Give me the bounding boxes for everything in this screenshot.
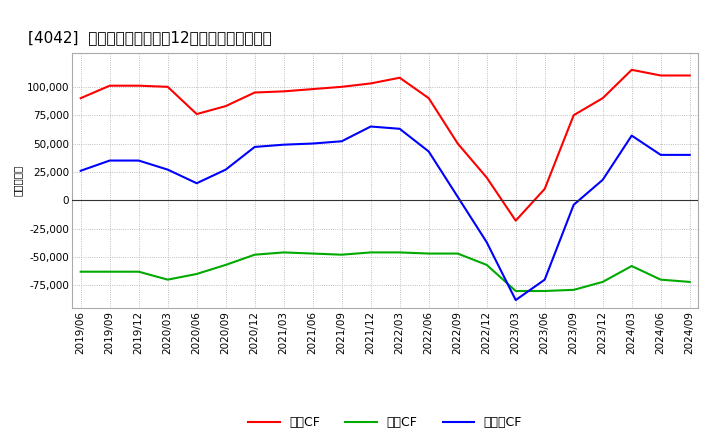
投資CF xyxy=(76,269,85,275)
フリーCF xyxy=(657,152,665,158)
フリーCF xyxy=(279,142,288,147)
営業CF xyxy=(454,141,462,146)
フリーCF xyxy=(570,202,578,207)
Y-axis label: （百万円）: （百万円） xyxy=(12,165,22,196)
フリーCF xyxy=(76,168,85,173)
フリーCF xyxy=(308,141,317,146)
投資CF xyxy=(685,279,694,285)
営業CF xyxy=(482,175,491,180)
営業CF xyxy=(192,111,201,117)
フリーCF xyxy=(598,177,607,183)
投資CF xyxy=(511,288,520,293)
投資CF xyxy=(192,271,201,277)
フリーCF xyxy=(424,149,433,154)
投資CF xyxy=(105,269,114,275)
投資CF xyxy=(454,251,462,256)
フリーCF xyxy=(221,167,230,172)
フリーCF xyxy=(135,158,143,163)
投資CF xyxy=(163,277,172,282)
投資CF xyxy=(627,264,636,269)
フリーCF xyxy=(192,180,201,186)
フリーCF xyxy=(511,297,520,303)
営業CF xyxy=(570,113,578,118)
営業CF xyxy=(424,95,433,101)
フリーCF xyxy=(454,194,462,199)
投資CF xyxy=(657,277,665,282)
投資CF xyxy=(598,279,607,285)
営業CF xyxy=(251,90,259,95)
営業CF xyxy=(685,73,694,78)
投資CF xyxy=(541,288,549,293)
営業CF xyxy=(541,186,549,191)
Line: 投資CF: 投資CF xyxy=(81,253,690,291)
投資CF xyxy=(395,250,404,255)
営業CF xyxy=(76,95,85,101)
営業CF xyxy=(105,83,114,88)
営業CF xyxy=(395,75,404,81)
Text: [4042]  キャッシュフローの12か月移動合計の推移: [4042] キャッシュフローの12か月移動合計の推移 xyxy=(28,29,272,45)
営業CF xyxy=(279,89,288,94)
Line: 営業CF: 営業CF xyxy=(81,70,690,221)
Legend: 営業CF, 投資CF, フリーCF: 営業CF, 投資CF, フリーCF xyxy=(248,416,522,429)
フリーCF xyxy=(366,124,375,129)
営業CF xyxy=(598,95,607,101)
投資CF xyxy=(366,250,375,255)
投資CF xyxy=(482,262,491,268)
フリーCF xyxy=(105,158,114,163)
投資CF xyxy=(135,269,143,275)
投資CF xyxy=(308,251,317,256)
営業CF xyxy=(657,73,665,78)
営業CF xyxy=(511,218,520,224)
フリーCF xyxy=(685,152,694,158)
営業CF xyxy=(338,84,346,89)
フリーCF xyxy=(163,167,172,172)
フリーCF xyxy=(627,133,636,138)
投資CF xyxy=(251,252,259,257)
投資CF xyxy=(424,251,433,256)
営業CF xyxy=(627,67,636,73)
フリーCF xyxy=(541,277,549,282)
フリーCF xyxy=(482,239,491,245)
営業CF xyxy=(366,81,375,86)
フリーCF xyxy=(251,144,259,150)
営業CF xyxy=(221,103,230,109)
営業CF xyxy=(163,84,172,89)
営業CF xyxy=(135,83,143,88)
営業CF xyxy=(308,86,317,92)
投資CF xyxy=(570,287,578,293)
フリーCF xyxy=(338,139,346,144)
投資CF xyxy=(279,250,288,255)
フリーCF xyxy=(395,126,404,132)
投資CF xyxy=(338,252,346,257)
投資CF xyxy=(221,262,230,268)
Line: フリーCF: フリーCF xyxy=(81,127,690,300)
